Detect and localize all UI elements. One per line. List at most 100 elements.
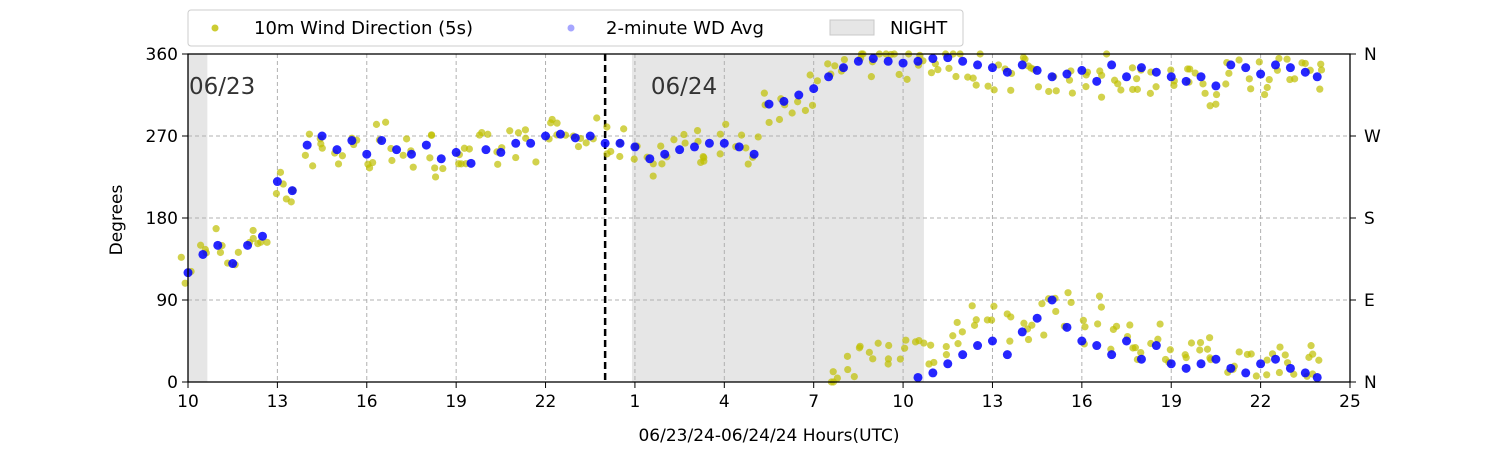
avg-point [1122, 72, 1132, 82]
avg-point [377, 136, 387, 146]
y2-tick-label: S [1364, 209, 1375, 229]
wind-point [426, 154, 434, 162]
wind-point [1133, 85, 1141, 93]
wind-point-low [884, 360, 892, 368]
avg-point [943, 53, 953, 63]
avg-point [392, 145, 402, 155]
wind-point [1283, 55, 1291, 63]
wind-point [1170, 81, 1178, 90]
wind-point [1082, 83, 1090, 91]
wind-point [1133, 75, 1141, 83]
wind-point [1235, 56, 1243, 64]
wind-point-low [1131, 344, 1139, 352]
avg-point-low [987, 336, 997, 346]
wind-point-low [1126, 321, 1134, 329]
wind-point [658, 160, 666, 168]
wind-point-low [953, 318, 961, 327]
wind-point [1201, 89, 1209, 97]
avg-point [496, 147, 506, 157]
avg-point [332, 145, 342, 155]
wind-point-low [1038, 300, 1046, 308]
x-axis-label: 06/23/24-06/24/24 Hours(UTC) [638, 426, 899, 446]
avg-point-low [1166, 359, 1176, 369]
wind-point [1260, 90, 1269, 99]
avg-point [421, 140, 431, 150]
axis-layer: 10 13 16 19 22 1 4 7 10 13 16 19 22 25 0 N 90 E 180 S 270 W 36… [146, 45, 1381, 412]
wind-point [742, 144, 750, 152]
avg-point [809, 84, 819, 94]
wind-point-low [1003, 310, 1011, 318]
wind-point-low [1309, 350, 1317, 358]
avg-point-low [1136, 354, 1146, 364]
wind-point [1068, 89, 1076, 97]
avg-point [660, 149, 670, 159]
wind-point [603, 150, 611, 158]
avg-point [243, 240, 253, 250]
wind-point [272, 189, 281, 198]
y-tick-label: 180 [146, 209, 178, 229]
avg-point [347, 136, 357, 146]
avg-point [973, 60, 983, 70]
avg-point-low [1092, 341, 1102, 351]
avg-point [451, 147, 461, 157]
avg-point [1285, 63, 1295, 73]
wind-point [1114, 80, 1122, 88]
avg-point-low [1032, 313, 1042, 323]
y-tick-label: 360 [146, 45, 178, 65]
avg-point-low [943, 359, 953, 369]
wind-point [439, 164, 447, 173]
wind-point-low [856, 342, 864, 350]
wind-point [801, 106, 810, 115]
wind-point [1117, 86, 1125, 94]
wind-point-low [1052, 307, 1060, 316]
wind-point-low [915, 337, 923, 345]
avg-point [1211, 81, 1221, 91]
avg-point [481, 145, 491, 155]
day-label: 06/24 [651, 74, 717, 100]
avg-point [1092, 76, 1102, 86]
wind-point-low [968, 302, 976, 310]
wind-point-low [1315, 356, 1323, 364]
avg-point [749, 149, 759, 159]
wind-point [181, 279, 189, 287]
wind-point-low [885, 341, 893, 350]
avg-point [898, 58, 908, 68]
y-tick-label: 270 [146, 127, 178, 147]
wind-point [1317, 66, 1326, 74]
point-layer [177, 50, 1326, 386]
wind-point [1212, 90, 1221, 99]
wind-point-low [1281, 351, 1289, 359]
wind-point-low [843, 352, 852, 360]
wind-point [506, 127, 514, 135]
wind-point [212, 225, 220, 233]
wind-point [630, 155, 638, 163]
wind-point [969, 74, 977, 82]
wind-point [895, 70, 903, 79]
avg-point [719, 138, 729, 148]
wind-point [984, 82, 992, 90]
wind-point-low [1067, 298, 1075, 307]
wind-point [649, 172, 657, 180]
wind-point [760, 89, 768, 97]
avg-point [1241, 63, 1251, 73]
avg-point-low [1211, 354, 1221, 364]
wind-point-low [1156, 320, 1164, 328]
wind-point [680, 130, 688, 139]
wind-point [309, 162, 317, 170]
wind-point [1052, 87, 1060, 95]
avg-point [600, 138, 610, 148]
wind-point [1263, 83, 1271, 92]
wind-point [460, 144, 468, 152]
avg-point [987, 63, 997, 73]
wind-point [494, 160, 502, 168]
wind-point-low [1081, 323, 1089, 331]
wind-point [1247, 85, 1255, 93]
wind-point [1152, 83, 1160, 91]
wind-point [806, 71, 814, 79]
avg-point [853, 56, 863, 66]
wind-point [794, 98, 802, 106]
avg-point-low [1312, 372, 1322, 382]
x-tick-label: 25 [1339, 392, 1361, 412]
wind-point [1128, 64, 1137, 72]
avg-point [1256, 69, 1266, 79]
